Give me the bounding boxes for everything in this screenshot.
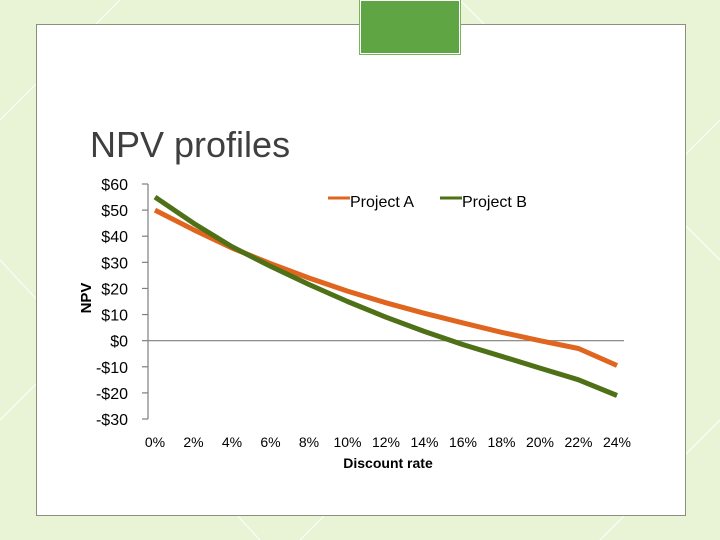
legend-item: Project B <box>440 194 527 211</box>
y-tick-label: $40 <box>101 229 128 246</box>
slide-title: NPV profiles <box>90 124 291 165</box>
y-tick-label: $50 <box>101 203 128 220</box>
x-tick-label: 24% <box>603 434 631 450</box>
y-tick-label: $10 <box>101 308 128 325</box>
x-axis: 0% 2% 4% 6% 8% 10% 12% 14% 16% 18% 20% 22% 24% <box>145 340 631 450</box>
accent-tab <box>360 0 460 54</box>
x-tick-label: 6% <box>260 434 280 450</box>
y-tick-label: $60 <box>101 177 128 194</box>
x-tick-label: 18% <box>487 434 515 450</box>
y-axis: $60 $50 $40 $30 $20 $10 $0 -$10 -$20 -$30 <box>96 177 149 429</box>
x-tick-label: 4% <box>222 434 242 450</box>
legend: Project A Project B <box>328 194 527 211</box>
y-tick-label: -$30 <box>96 412 128 429</box>
x-tick-label: 0% <box>145 434 165 450</box>
legend-label: Project B <box>462 194 527 211</box>
y-tick-label: -$20 <box>96 386 128 403</box>
y-axis-title: NPV <box>78 283 95 314</box>
y-tick-label: $20 <box>101 281 128 298</box>
y-tick-label: $30 <box>101 255 128 272</box>
x-tick-label: 10% <box>333 434 361 450</box>
legend-label: Project A <box>350 194 414 211</box>
x-tick-label: 12% <box>372 434 400 450</box>
x-tick-label: 16% <box>449 434 477 450</box>
x-tick-label: 22% <box>564 434 592 450</box>
x-tick-label: 20% <box>526 434 554 450</box>
legend-item: Project A <box>328 194 414 211</box>
slide-panel <box>36 24 686 516</box>
x-axis-title: Discount rate <box>343 455 433 471</box>
x-tick-label: 8% <box>299 434 319 450</box>
series-line-project-b <box>153 195 618 398</box>
x-tick-label: 14% <box>410 434 438 450</box>
y-tick-label: $0 <box>110 334 128 351</box>
series-line-project-a <box>153 207 619 368</box>
y-tick-label: -$10 <box>96 360 128 377</box>
x-tick-label: 2% <box>183 434 203 450</box>
series-lines <box>153 195 619 398</box>
